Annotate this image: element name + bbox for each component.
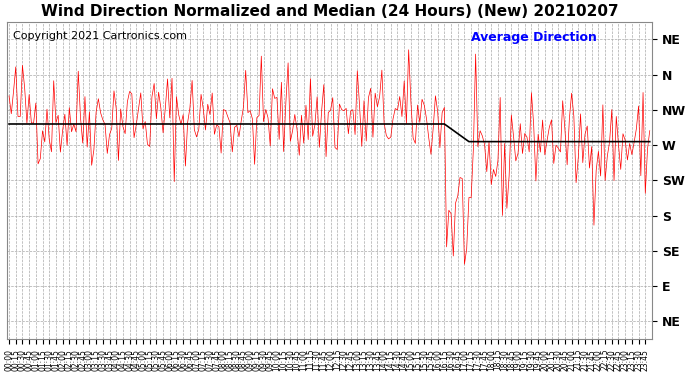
Text: Copyright 2021 Cartronics.com: Copyright 2021 Cartronics.com [13,31,187,41]
Title: Wind Direction Normalized and Median (24 Hours) (New) 20210207: Wind Direction Normalized and Median (24… [41,4,618,19]
Text: Average Direction: Average Direction [471,31,598,44]
